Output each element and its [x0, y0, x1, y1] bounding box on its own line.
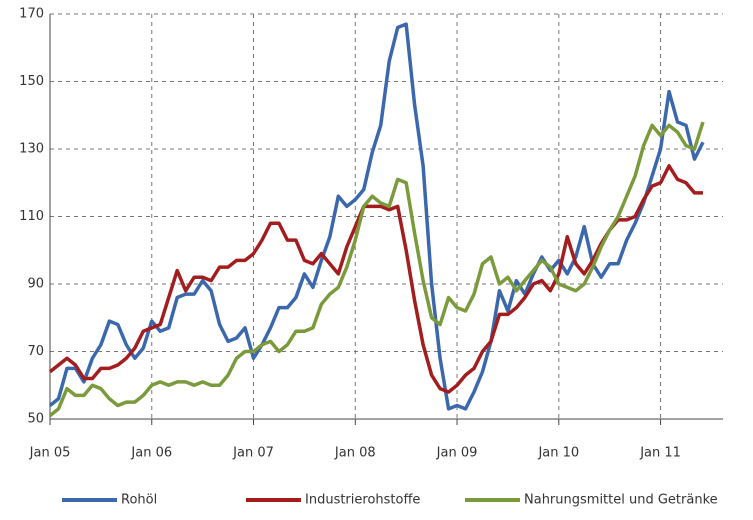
- legend-label: Nahrungsmittel und Getränke: [524, 493, 718, 508]
- line-series: [48, 164, 703, 394]
- x-tick-label: Jan 09: [436, 446, 478, 461]
- y-tick-label: 50: [27, 412, 44, 427]
- y-tick-label: 70: [27, 344, 44, 359]
- x-tick-label: Jan 10: [537, 446, 579, 461]
- line-series: [48, 121, 705, 417]
- legend-label: Industrierohstoffe: [305, 493, 420, 508]
- y-tick-label: 90: [27, 277, 44, 292]
- legend-label: Rohöl: [121, 493, 157, 508]
- x-tick-label: Jan 08: [334, 446, 376, 461]
- x-tick-label: Jan 07: [232, 446, 274, 461]
- y-tick-label: 150: [19, 74, 44, 89]
- y-tick-label: 110: [19, 209, 44, 224]
- y-tick-label: 130: [19, 142, 44, 157]
- x-tick-label: Jan 05: [29, 446, 71, 461]
- x-tick-label: Jan 06: [130, 446, 172, 461]
- x-tick-label: Jan 11: [639, 446, 681, 461]
- y-tick-label: 170: [19, 7, 44, 22]
